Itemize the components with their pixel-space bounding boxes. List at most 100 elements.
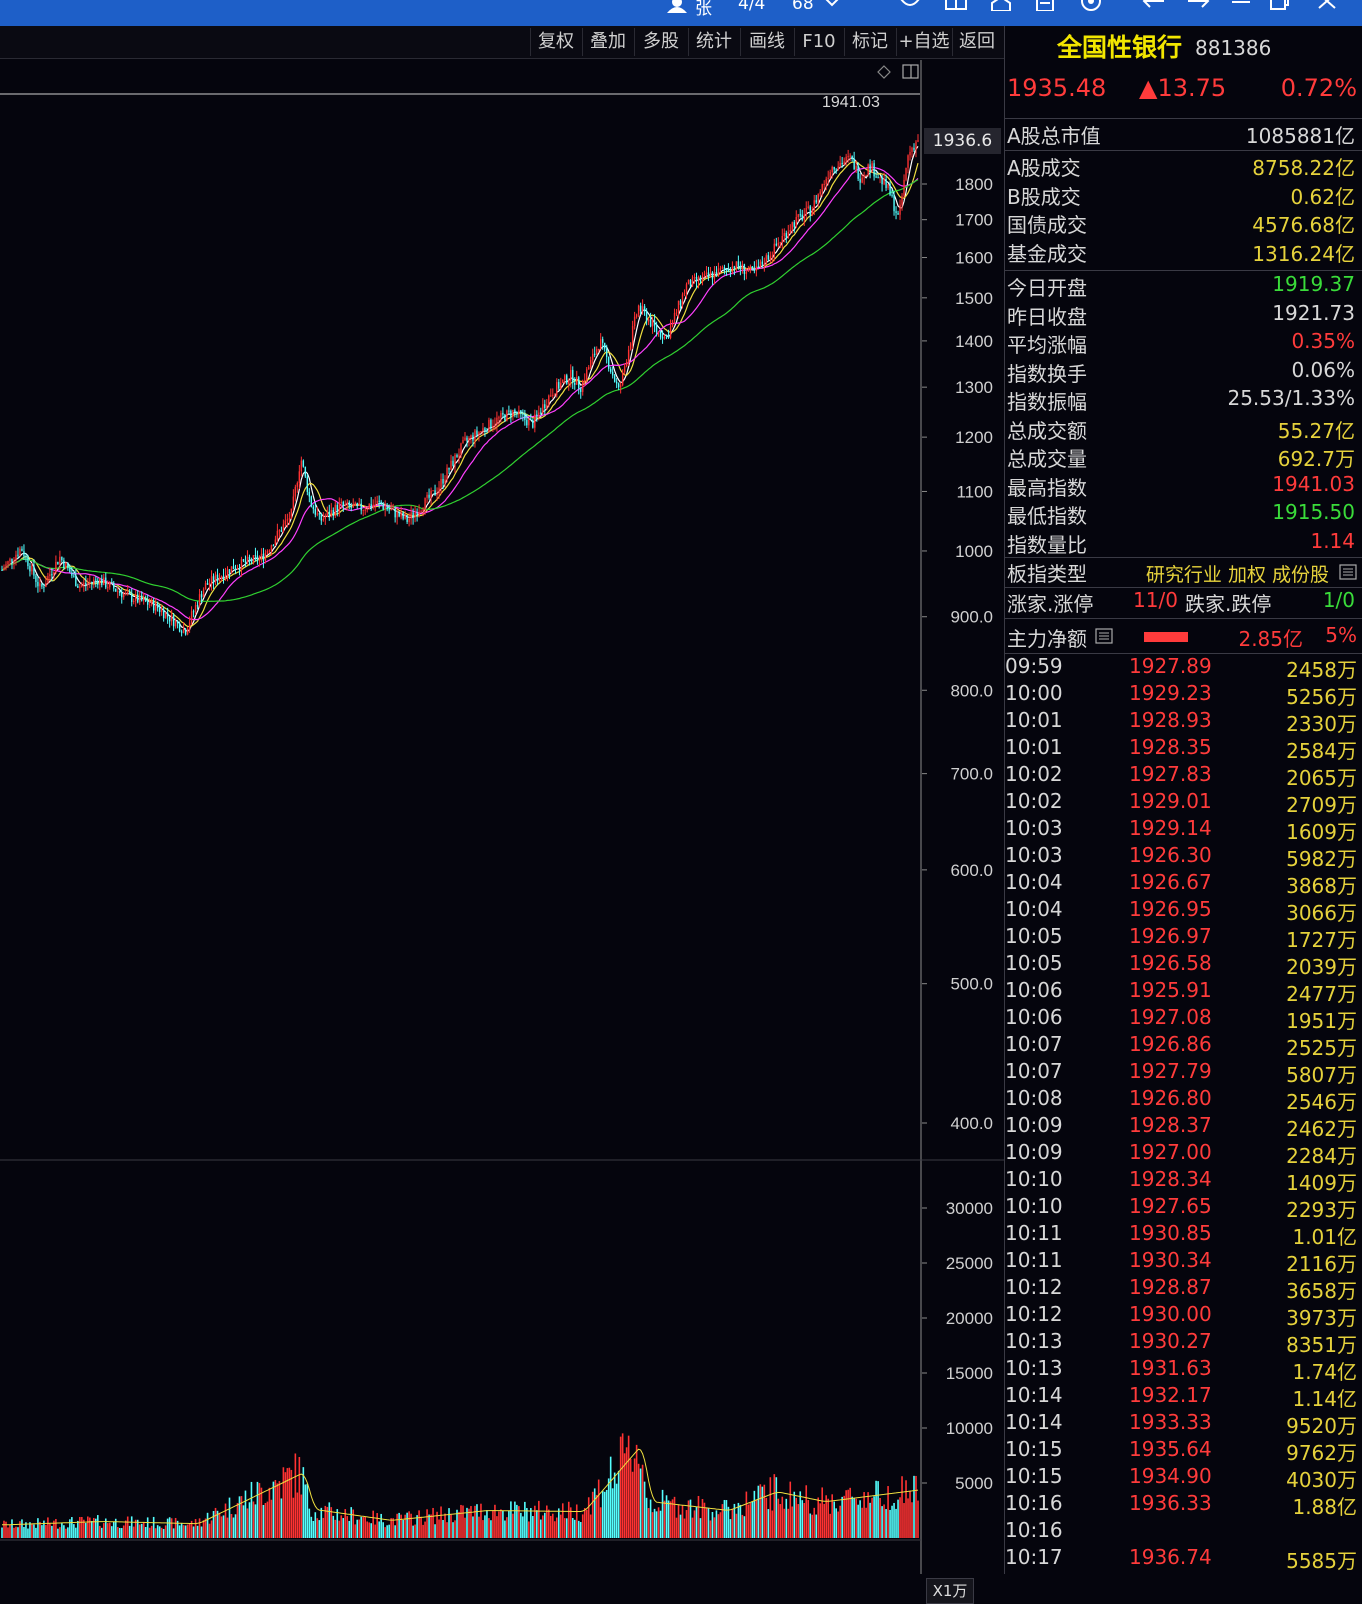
tick-row[interactable]: 10:12 1930.00 3973万 [1005, 1302, 1357, 1330]
candle-body [596, 348, 598, 355]
candle-body [861, 177, 863, 183]
phone-icon[interactable] [898, 0, 922, 11]
tick-row[interactable]: 10:17 1936.74 5585万 [1005, 1545, 1357, 1573]
minimize-icon[interactable] [1230, 0, 1252, 11]
ma5-line [1, 145, 919, 633]
tick-row[interactable]: 10:16 [1005, 1518, 1357, 1545]
tick-row[interactable]: 10:07 1927.79 5807万 [1005, 1059, 1357, 1087]
tick-price: 1930.34 [1129, 1248, 1212, 1272]
volume-bar [811, 1514, 814, 1538]
volume-bar [753, 1490, 756, 1538]
candle-body [881, 176, 883, 185]
tick-row[interactable]: 10:16 1936.33 1.88亿 [1005, 1491, 1357, 1519]
zoom-value[interactable]: 68 [792, 0, 814, 14]
overlay-button[interactable]: 叠加 [582, 28, 633, 56]
tick-row[interactable]: 10:02 1927.83 2065万 [1005, 762, 1357, 790]
tick-row[interactable]: 10:05 1926.97 1727万 [1005, 924, 1357, 952]
tick-row[interactable]: 10:06 1927.08 1951万 [1005, 1005, 1357, 1033]
tick-row[interactable]: 10:15 1935.64 9762万 [1005, 1437, 1357, 1465]
candle-body [111, 582, 113, 584]
tick-row[interactable]: 10:14 1932.17 1.14亿 [1005, 1383, 1357, 1411]
candle-body [194, 605, 197, 612]
tick-row[interactable]: 10:11 1930.85 1.01亿 [1005, 1221, 1357, 1249]
volume-bar [633, 1458, 636, 1538]
tick-row[interactable]: 10:02 1929.01 2709万 [1005, 789, 1357, 817]
candle-body [358, 503, 360, 506]
volume-bar [55, 1518, 57, 1538]
board-type-value[interactable]: 研究行业 加权 成份股 [1145, 564, 1329, 586]
tick-row[interactable]: 10:10 1928.34 1409万 [1005, 1167, 1357, 1195]
f10-button[interactable]: F10 [794, 28, 843, 56]
tick-row[interactable]: 10:08 1926.80 2546万 [1005, 1086, 1357, 1114]
chevron-down-icon[interactable] [824, 0, 840, 9]
volume-bar [17, 1527, 19, 1538]
volume-bar [506, 1517, 508, 1538]
list-icon[interactable] [1339, 564, 1357, 580]
tick-row[interactable]: 10:12 1928.87 3658万 [1005, 1275, 1357, 1303]
tick-row[interactable]: 10:09 1928.37 2462万 [1005, 1113, 1357, 1141]
forward-arrow-icon[interactable] [1186, 0, 1212, 11]
tick-row[interactable]: 10:10 1927.65 2293万 [1005, 1194, 1357, 1222]
volume-bar [198, 1518, 201, 1538]
add-watchlist-button[interactable]: +自选 [896, 28, 951, 56]
volume-bar [723, 1499, 726, 1538]
chart-canvas[interactable]: 1800 1700 1600 1500 1400 1300 1200 1100 1000 900.… [0, 60, 1004, 1574]
home-icon[interactable] [990, 0, 1012, 11]
tick-row[interactable]: 10:05 1926.58 2039万 [1005, 951, 1357, 979]
candle-body [53, 572, 55, 575]
volume-bar [362, 1517, 365, 1538]
tick-row[interactable]: 10:00 1929.23 5256万 [1005, 681, 1357, 709]
tick-row[interactable]: 10:06 1925.91 2477万 [1005, 978, 1357, 1006]
tick-volume: 2462万 [1286, 1117, 1357, 1141]
return-button[interactable]: 返回 [952, 28, 1001, 56]
volume-unit-toggle[interactable]: X1万 [926, 1578, 974, 1604]
tick-volume: 2284万 [1286, 1144, 1357, 1168]
tick-row[interactable]: 10:01 1928.93 2330万 [1005, 708, 1357, 736]
tick-row[interactable]: 10:01 1928.35 2584万 [1005, 735, 1357, 763]
target-icon[interactable] [1080, 0, 1102, 11]
restore-icon[interactable] [1268, 0, 1290, 11]
volume-bar [879, 1498, 881, 1538]
diamond-icon[interactable] [877, 65, 891, 79]
tick-row[interactable]: 10:03 1926.30 5982万 [1005, 843, 1357, 871]
candle-body [779, 242, 782, 244]
volume-bar [745, 1491, 748, 1538]
tick-row[interactable]: 10:13 1930.27 8351万 [1005, 1329, 1357, 1357]
main-flow-info-icon[interactable] [1095, 628, 1113, 644]
tick-row[interactable]: 09:59 1927.89 2458万 [1005, 654, 1357, 682]
candle-body [633, 316, 636, 327]
candle-body [510, 410, 512, 417]
candle-body [635, 314, 638, 317]
mark-button[interactable]: 标记 [844, 28, 895, 56]
tick-price: 1925.91 [1129, 978, 1212, 1002]
volume-bar [655, 1511, 658, 1538]
tick-row[interactable]: 10:04 1926.67 3868万 [1005, 870, 1357, 898]
close-icon[interactable] [1316, 0, 1338, 11]
back-arrow-icon[interactable] [1140, 0, 1166, 11]
tick-time: 10:17 [1005, 1545, 1063, 1569]
candle-body [605, 348, 608, 357]
tick-row[interactable]: 10:07 1926.86 2525万 [1005, 1032, 1357, 1060]
candle-body [450, 460, 452, 470]
tick-row[interactable]: 10:11 1930.34 2116万 [1005, 1248, 1357, 1276]
multi-stock-button[interactable]: 多股 [634, 28, 687, 56]
restore-rights-button[interactable]: 复权 [530, 28, 581, 56]
tick-row[interactable]: 10:09 1927.00 2284万 [1005, 1140, 1357, 1168]
current-price-tag: 1936.6 [924, 128, 1001, 154]
tick-row[interactable]: 10:03 1929.14 1609万 [1005, 816, 1357, 844]
draw-line-button[interactable]: 画线 [740, 28, 793, 56]
tick-row[interactable]: 10:04 1926.95 3066万 [1005, 897, 1357, 925]
tick-row[interactable]: 10:15 1934.90 4030万 [1005, 1464, 1357, 1492]
user-icon[interactable] [666, 0, 688, 13]
kline-chart[interactable]: 1800 1700 1600 1500 1400 1300 1200 1100 1000 900.… [0, 60, 1004, 1604]
user-name[interactable]: 张 [695, 0, 712, 19]
statistics-button[interactable]: 统计 [688, 28, 739, 56]
tick-row[interactable]: 10:13 1931.63 1.74亿 [1005, 1356, 1357, 1384]
volume-ma-line [2, 1448, 919, 1526]
volume-bar [416, 1515, 418, 1538]
notes-icon[interactable] [1034, 0, 1056, 11]
tick-row[interactable]: 10:14 1933.33 9520万 [1005, 1410, 1357, 1438]
volume-bar [665, 1495, 668, 1538]
volume-bar [817, 1497, 820, 1538]
window-layout-icon[interactable] [944, 0, 968, 11]
